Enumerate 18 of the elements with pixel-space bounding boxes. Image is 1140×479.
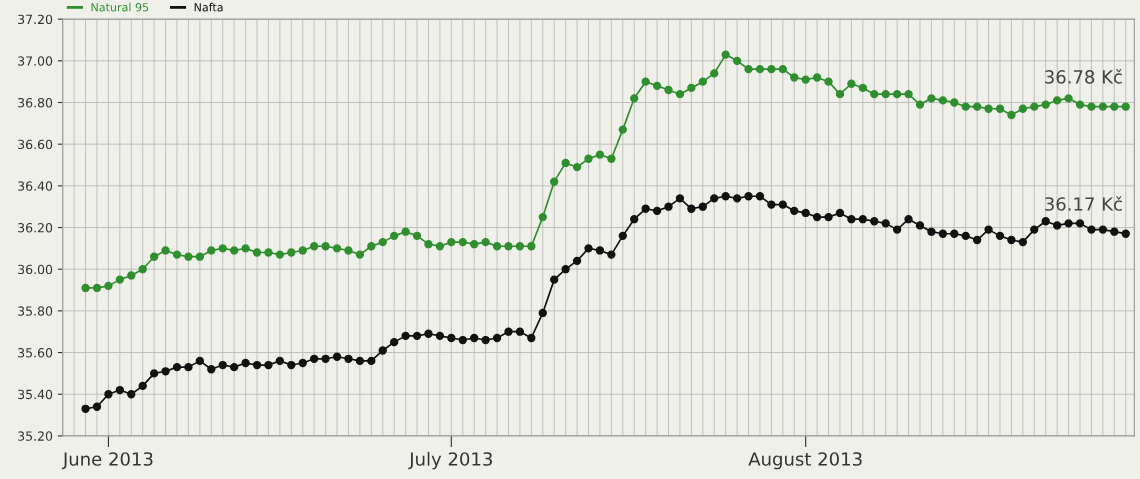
y-tick-label: 35.80	[18, 306, 53, 316]
x-tick-label: August 2013	[748, 452, 862, 470]
legend-label: Natural 95	[91, 2, 149, 12]
y-tick-label: 36.00	[18, 264, 53, 275]
y-tick-label: 36.80	[18, 97, 53, 108]
annotation: 36.78 Kč	[1045, 69, 1122, 84]
y-tick-label: 35.40	[18, 389, 53, 400]
x-tick-label: July 2013	[408, 451, 492, 470]
y-tick-label: 37.00	[18, 56, 53, 66]
x-tick-label: June 2013	[61, 452, 153, 470]
y-tick-label: 35.20	[18, 431, 53, 441]
annotation: 36.17 Kč	[1045, 196, 1122, 211]
y-tick-label: 35.60	[18, 348, 53, 358]
y-tick-label: 37.20	[18, 14, 53, 25]
y-tick-label: 36.20	[18, 223, 53, 233]
y-tick-label: 36.40	[18, 181, 53, 191]
legend-label: Nafta	[194, 2, 223, 12]
y-tick-label: 36.60	[18, 139, 53, 150]
